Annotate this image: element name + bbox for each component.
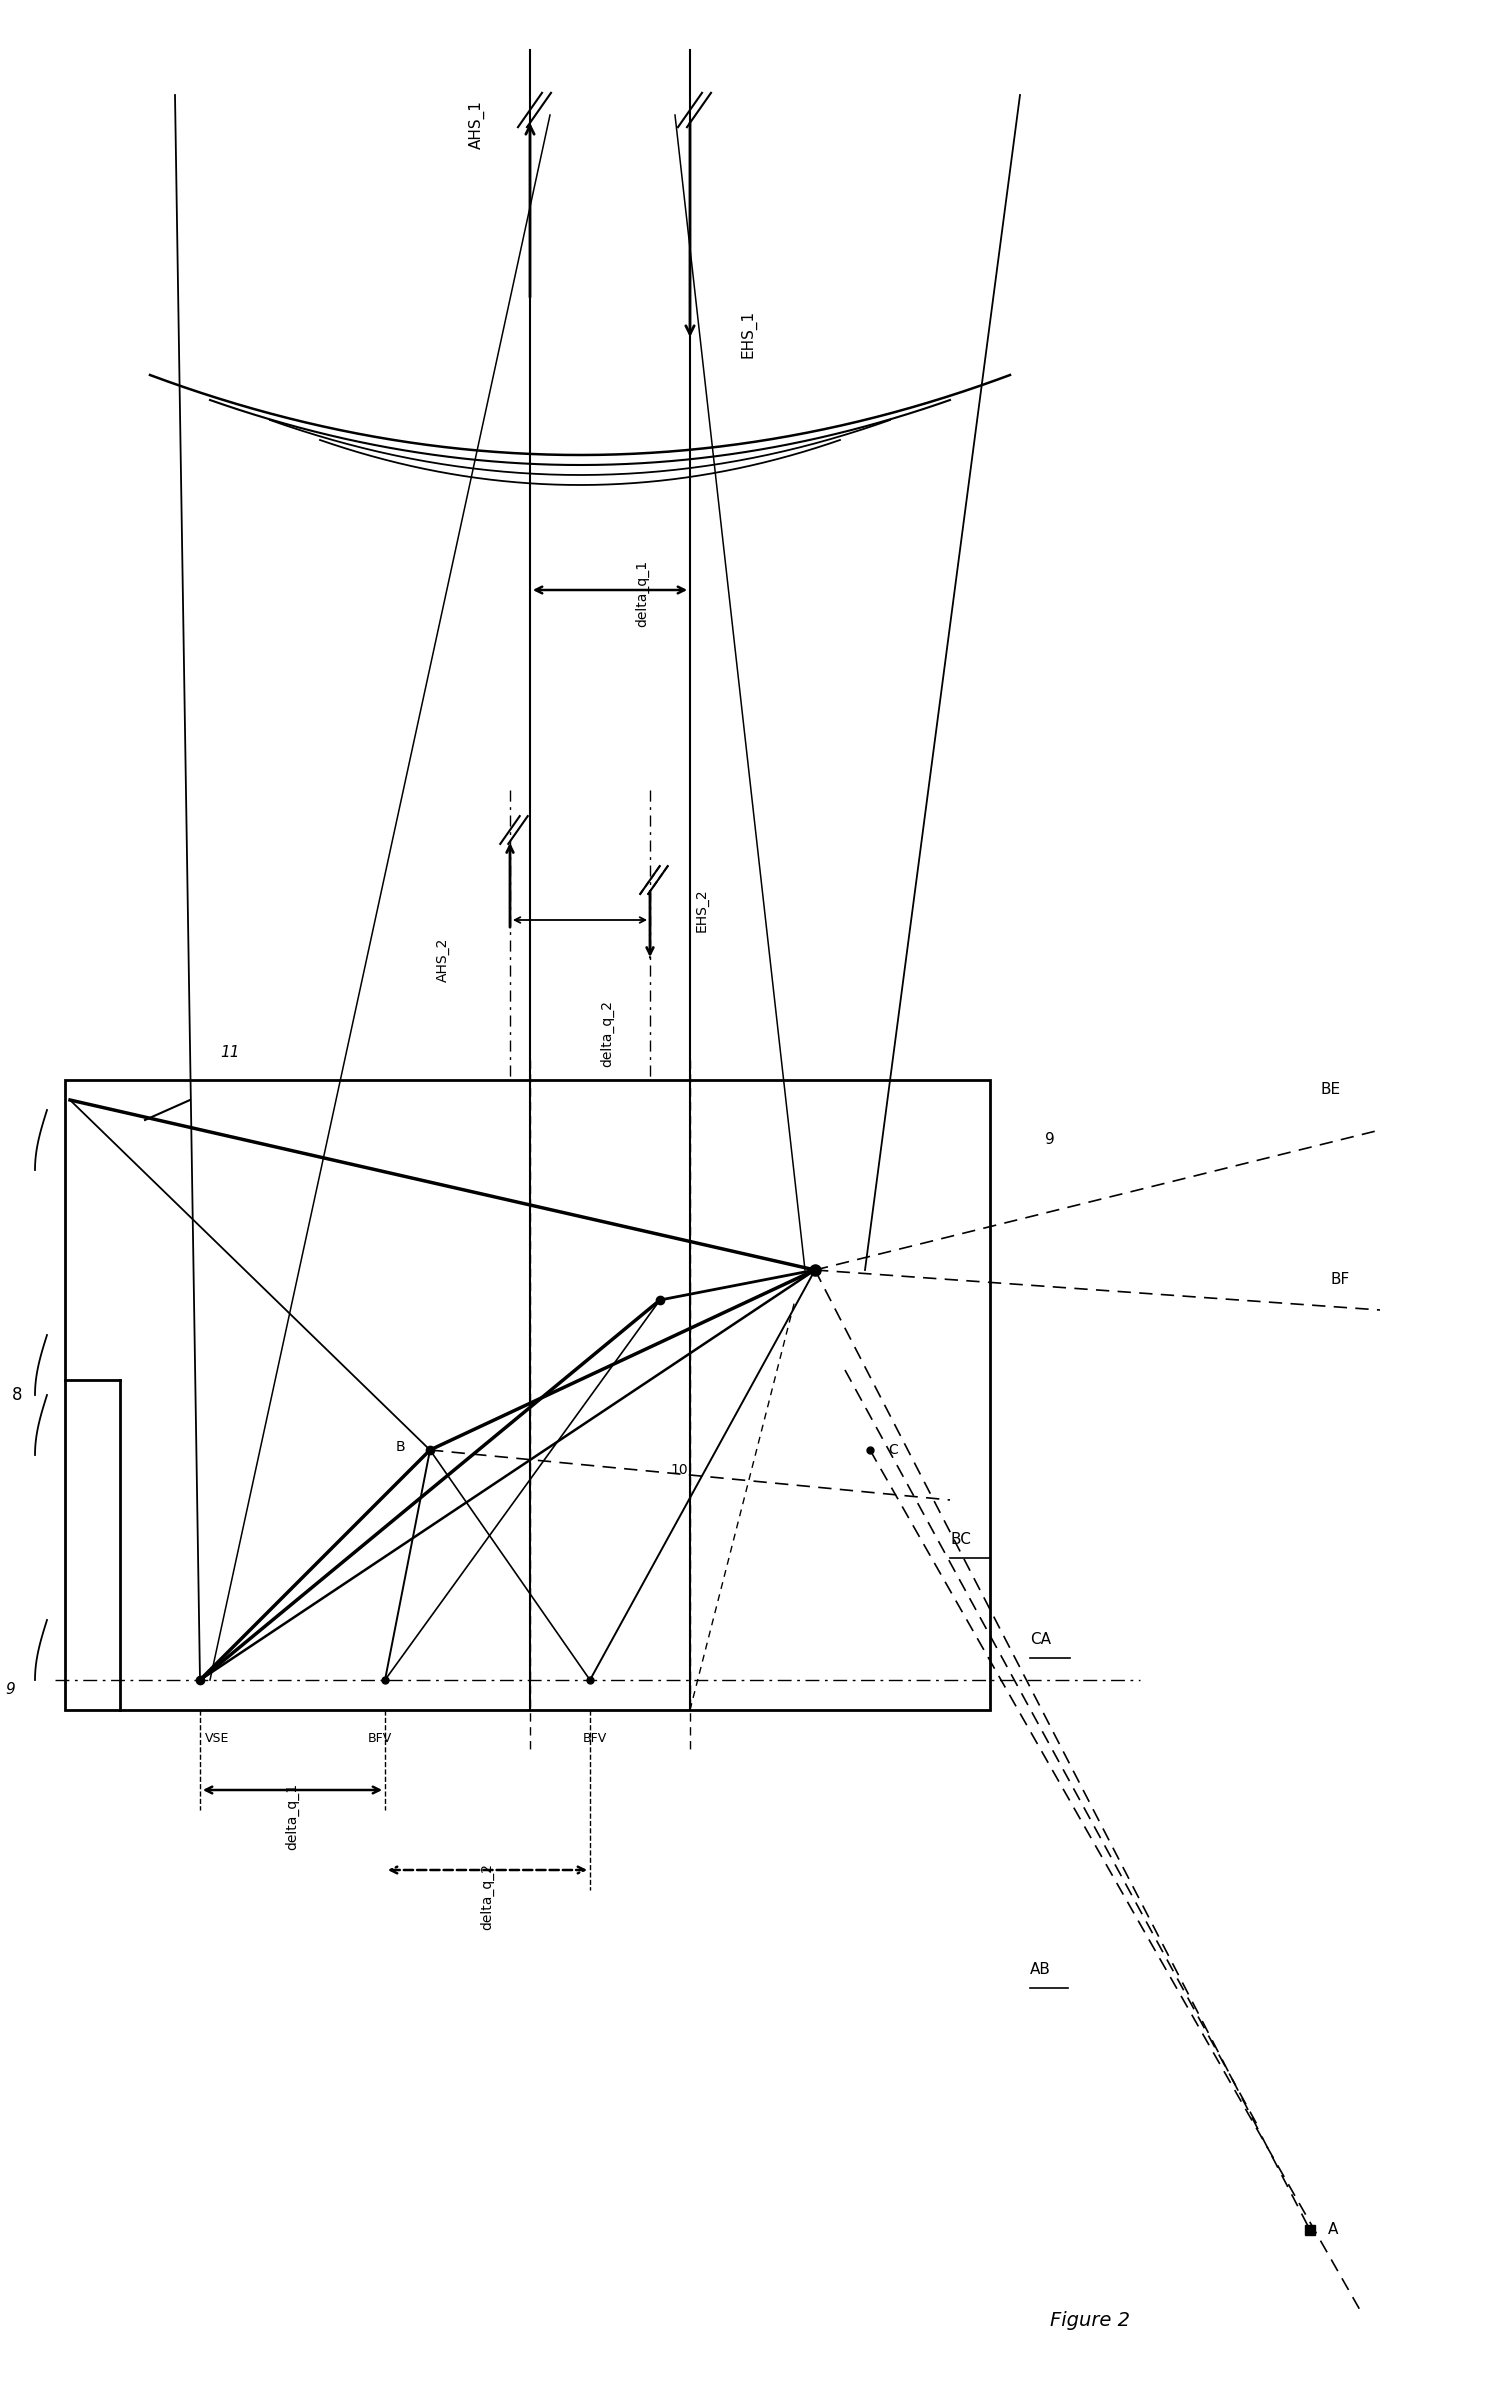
Text: 10: 10	[670, 1463, 688, 1477]
Text: BFV: BFV	[583, 1732, 607, 1746]
Text: delta_q_2: delta_q_2	[599, 1000, 614, 1067]
Text: BC: BC	[949, 1532, 970, 1548]
Text: B: B	[395, 1441, 405, 1453]
Text: delta_q_1: delta_q_1	[635, 560, 649, 626]
Text: Figure 2: Figure 2	[1049, 2311, 1130, 2330]
Bar	[64, 1079, 990, 1710]
Text: 8: 8	[12, 1386, 22, 1403]
Text: 11: 11	[220, 1046, 239, 1060]
Text: EHS_2: EHS_2	[695, 888, 709, 931]
Text: AHS_2: AHS_2	[437, 939, 450, 981]
Text: delta_q_2: delta_q_2	[480, 1863, 495, 1929]
Text: delta_q_1: delta_q_1	[286, 1782, 299, 1851]
Text: VSE: VSE	[205, 1732, 229, 1746]
Text: BFV: BFV	[368, 1732, 392, 1746]
Text: AHS_1: AHS_1	[469, 100, 484, 148]
Text: 9: 9	[1045, 1131, 1055, 1148]
Text: 9: 9	[4, 1682, 15, 1698]
Text: BE: BE	[1320, 1081, 1340, 1098]
Text: BF: BF	[1331, 1272, 1350, 1289]
Text: AB: AB	[1030, 1963, 1051, 1977]
Text: CA: CA	[1030, 1632, 1051, 1648]
Text: A: A	[1328, 2222, 1338, 2237]
Text: C: C	[888, 1443, 898, 1458]
Text: EHS_1: EHS_1	[740, 310, 756, 357]
